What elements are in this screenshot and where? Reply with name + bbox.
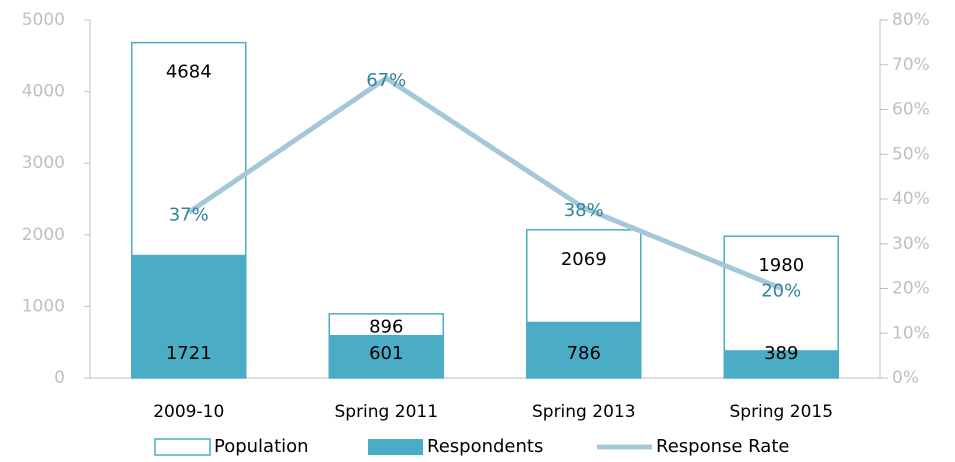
y2-tick-label: 40% [892,189,930,209]
legend-label: Respondents [427,436,543,457]
bar [724,350,839,378]
bar [329,334,444,378]
legend-swatch [154,438,211,456]
bar [131,254,246,378]
y-tick-label: 0 [54,368,65,388]
x-tick-label: Spring 2013 [532,402,636,422]
y2-tick-label: 60% [892,100,930,120]
data-label: 389 [764,343,798,364]
y-tick-label: 5000 [22,10,65,30]
data-label: 2069 [561,249,607,270]
data-label: 1980 [758,255,804,276]
y-tick-label: 2000 [22,225,65,245]
data-label: 20% [761,281,801,302]
y-tick-label: 1000 [22,296,65,316]
data-label: 67% [366,70,406,91]
y2-tick-label: 50% [892,144,930,164]
y-tick-label: 4000 [22,82,65,102]
x-tick-label: Spring 2015 [729,402,833,422]
y2-tick-label: 10% [892,323,930,343]
data-label: 896 [369,316,403,337]
data-label: 37% [169,204,209,225]
data-label: 38% [564,200,604,221]
legend-swatch [368,439,423,455]
x-tick-label: 2009-10 [153,402,224,422]
data-label: 4684 [166,62,212,83]
legend-label: Response Rate [656,436,789,457]
y-tick-label: 3000 [22,153,65,173]
data-label: 786 [567,343,601,364]
legend-label: Population [214,436,309,457]
line [187,75,783,291]
data-label: 601 [369,343,403,364]
data-label: 1721 [166,343,212,364]
y2-tick-label: 80% [892,10,930,30]
y2-tick-label: 0% [892,368,919,388]
x-tick-label: Spring 2011 [334,402,438,422]
y2-tick-label: 70% [892,55,930,75]
y2-tick-label: 20% [892,279,930,299]
y2-tick-label: 30% [892,234,930,254]
bar [526,321,641,378]
